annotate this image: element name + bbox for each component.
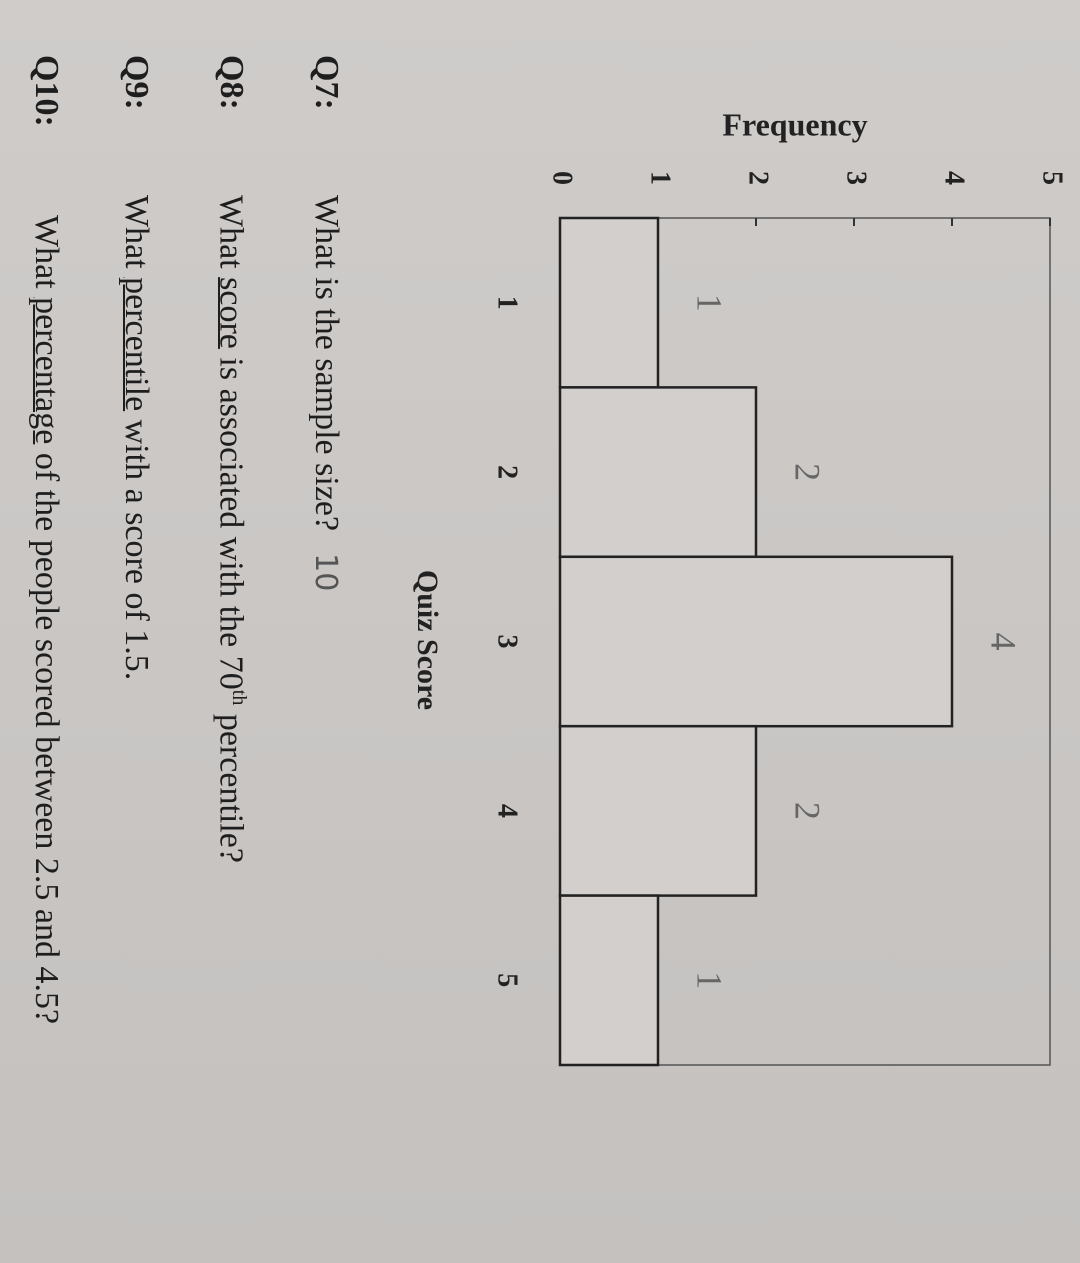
question-text: percentile? xyxy=(212,705,250,863)
handwritten-count: 4 xyxy=(984,633,1024,651)
y-tick-label: 0 xyxy=(547,171,578,185)
histogram: Quiz Score Frequency 0 1 2 3 4 5 1 2 3 4 5 1 2 4 2 1 xyxy=(411,106,1068,1067)
question: Q7: What is the sample size? 10 xyxy=(307,55,345,591)
y-tick-label: 2 xyxy=(743,171,774,185)
superscript: th xyxy=(228,689,250,706)
y-tick-label: 3 xyxy=(841,171,872,185)
underlined-term: percentile xyxy=(118,277,155,412)
question-label: Q8: xyxy=(212,55,250,110)
x-tick-label: 5 xyxy=(492,973,523,987)
handwritten-answer: 10 xyxy=(308,553,343,592)
y-axis-title: Frequency xyxy=(722,106,867,142)
bar xyxy=(558,386,758,559)
question-text: of the people scored between 2.5 and 4.5… xyxy=(28,444,65,1025)
question-text: with a score of 1.5. xyxy=(118,411,155,681)
handwritten-count: 2 xyxy=(788,463,828,481)
x-tick-label: 2 xyxy=(492,465,523,479)
question-label: Q9: xyxy=(118,55,155,110)
x-tick-label: 1 xyxy=(492,296,523,310)
question-label: Q7: xyxy=(308,55,345,110)
bar xyxy=(558,724,758,897)
underlined-term: score xyxy=(212,277,250,349)
handwritten-count: 1 xyxy=(690,294,730,312)
question-label: Q10: xyxy=(28,55,65,127)
bar xyxy=(558,555,954,728)
bar xyxy=(558,894,660,1067)
y-tick-label: 1 xyxy=(645,171,676,185)
underlined-term: percentage xyxy=(28,297,65,445)
question-text: What is the sample size? xyxy=(308,195,345,532)
x-tick-label: 4 xyxy=(492,804,523,818)
question: Q8: What score is associated with the 70t… xyxy=(212,55,250,863)
bar xyxy=(558,216,660,389)
question: Q10: What percentage of the people scored… xyxy=(27,55,65,1024)
y-tick-label: 4 xyxy=(939,171,970,185)
y-tick-label: 5 xyxy=(1037,171,1068,185)
question: Q9: What percentile with a score of 1.5. xyxy=(117,55,155,680)
question-text: is associated with the 70 xyxy=(212,348,250,690)
x-tick-label: 3 xyxy=(492,635,523,649)
question-text: What xyxy=(28,215,65,298)
question-text: What xyxy=(118,195,155,278)
x-axis-title: Quiz Score xyxy=(411,570,444,710)
handwritten-count: 2 xyxy=(788,802,828,820)
handwritten-count: 1 xyxy=(690,971,730,989)
question-text: What xyxy=(212,195,250,278)
